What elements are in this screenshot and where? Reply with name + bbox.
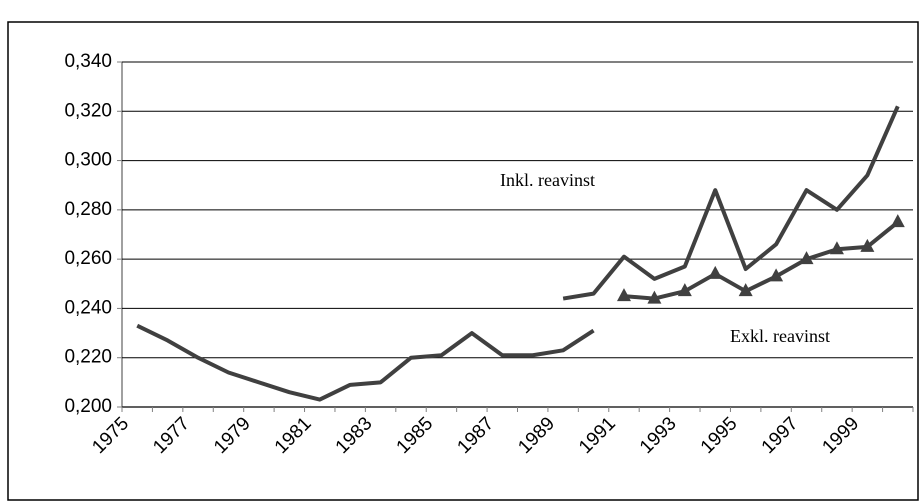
marker	[829, 241, 844, 255]
series-line	[136, 323, 595, 402]
series-label: Inkl. reavinst	[500, 170, 595, 190]
series-line	[562, 105, 900, 301]
marker	[860, 238, 875, 252]
marker	[890, 214, 905, 228]
marker	[738, 283, 753, 297]
marker	[708, 265, 723, 279]
y-tick-label: 0,320	[64, 100, 112, 121]
chart-frame	[7, 21, 919, 501]
y-tick-label: 0,200	[64, 396, 112, 417]
marker	[647, 290, 662, 304]
marker	[799, 251, 814, 265]
y-tick-label: 0,220	[64, 347, 112, 368]
y-tick-label: 0,300	[64, 150, 112, 171]
y-tick-label: 0,340	[64, 51, 112, 72]
series-line	[623, 220, 900, 301]
marker	[677, 283, 692, 297]
y-tick-label: 0,280	[64, 199, 112, 220]
y-tick-label: 0,260	[64, 248, 112, 269]
y-tick-label: 0,240	[64, 297, 112, 318]
marker	[769, 268, 784, 282]
series-label: Exkl. reavinst	[730, 326, 830, 346]
marker	[616, 288, 631, 302]
